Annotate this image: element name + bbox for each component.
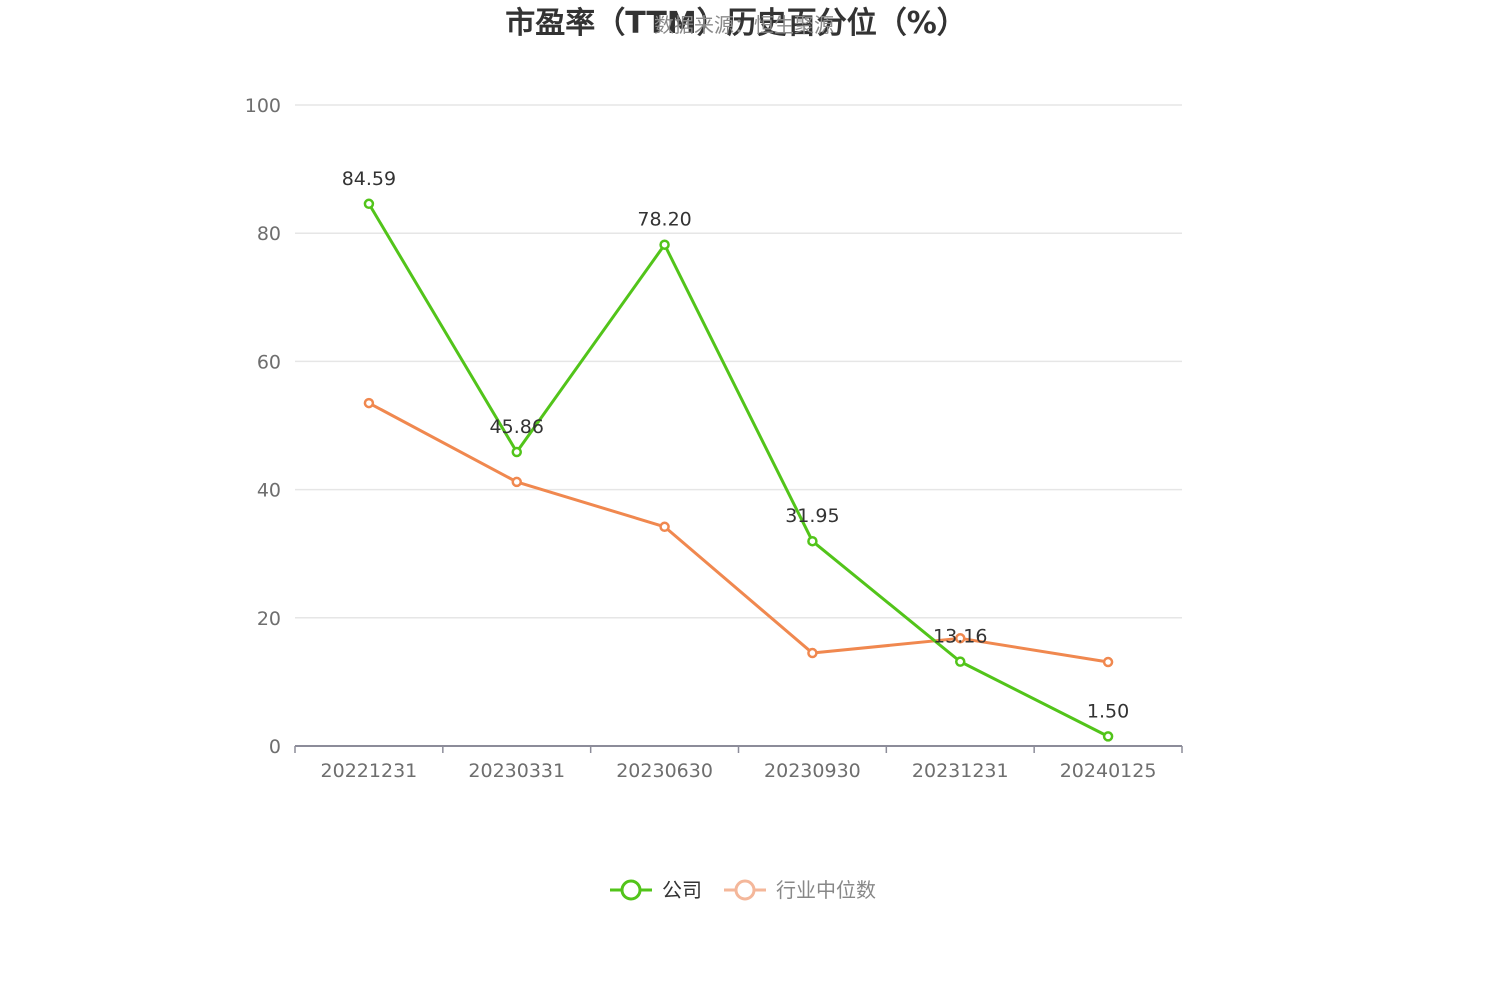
series-line-1 xyxy=(368,401,1109,664)
legend: 公司 行业中位数 xyxy=(610,878,876,902)
chart-subtitle: 数据来源：恒生聚源 xyxy=(654,13,834,37)
data-label: 45.86 xyxy=(490,416,544,438)
y-tick-label: 100 xyxy=(245,95,281,117)
data-label: 1.50 xyxy=(1087,700,1129,722)
data-point xyxy=(1102,656,1114,668)
data-point xyxy=(955,633,966,644)
legend-swatch-marker xyxy=(734,879,756,901)
data-label: 78.20 xyxy=(637,209,691,231)
data-point xyxy=(955,656,966,667)
x-axis: 20221231 20230331 20230630 20230930 20231231… xyxy=(294,745,1183,782)
data-label: 84.59 xyxy=(342,168,396,190)
x-tick-label: 20240125 xyxy=(1060,760,1157,782)
y-tick-label: 40 xyxy=(257,480,281,502)
x-tick-label: 20230630 xyxy=(616,760,713,782)
legend-swatch-marker xyxy=(620,879,642,901)
data-point xyxy=(363,397,375,409)
legend-label: 行业中位数 xyxy=(776,878,876,902)
y-tick-label: 0 xyxy=(269,736,281,758)
x-tick-label: 20221231 xyxy=(321,760,418,782)
series-layer xyxy=(363,198,1114,742)
data-point xyxy=(807,535,818,547)
series-line-0 xyxy=(367,203,1109,738)
data-label: 31.95 xyxy=(785,505,839,527)
y-tick-label: 80 xyxy=(257,223,281,245)
chart-title: 市盈率（TTM）历史百分位（%） xyxy=(505,6,967,41)
x-tick-label: 20230930 xyxy=(764,760,861,782)
y-tick-label: 60 xyxy=(257,351,281,373)
legend-label: 公司 xyxy=(662,878,702,902)
data-point xyxy=(511,476,522,488)
data-labels: 84.59 45.86 78.20 31.95 13.16 1.50 xyxy=(342,168,1130,723)
x-tick-label: 20230331 xyxy=(468,760,565,782)
data-point xyxy=(659,521,670,533)
x-tick-label: 20231231 xyxy=(912,760,1009,782)
data-point xyxy=(363,198,375,210)
data-point xyxy=(659,239,670,250)
grid-lines xyxy=(295,104,1182,619)
data-point xyxy=(511,446,522,458)
data-point xyxy=(1102,731,1114,742)
y-tick-label: 20 xyxy=(257,608,281,630)
data-point xyxy=(807,647,818,659)
y-axis: 0 20 40 60 80 100 xyxy=(245,95,281,758)
data-label: 13.16 xyxy=(933,626,987,648)
